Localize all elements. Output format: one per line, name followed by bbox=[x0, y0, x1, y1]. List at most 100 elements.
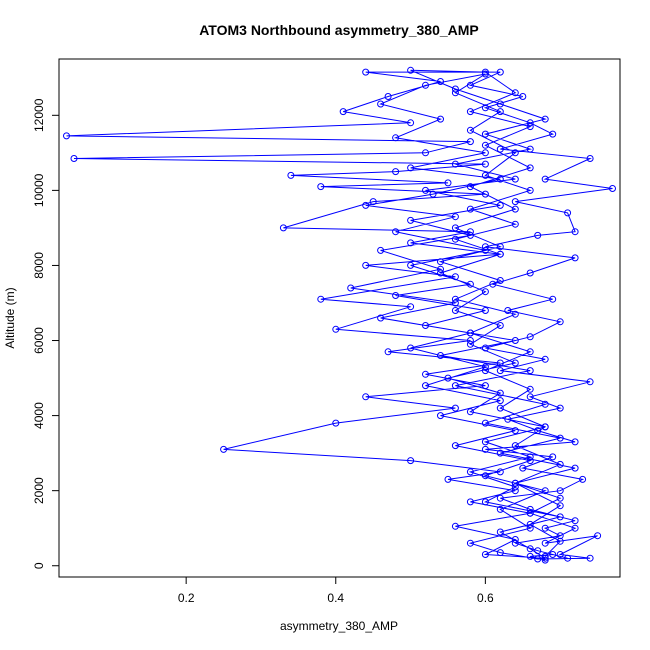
data-point bbox=[511, 310, 519, 318]
data-point bbox=[407, 261, 415, 269]
data-point bbox=[466, 108, 474, 116]
data-point bbox=[407, 66, 415, 74]
data-point bbox=[466, 231, 474, 239]
data-point bbox=[496, 201, 504, 209]
data-point bbox=[496, 389, 504, 397]
data-point bbox=[481, 498, 489, 506]
data-point bbox=[526, 123, 534, 131]
data-point bbox=[541, 552, 549, 560]
data-point bbox=[466, 126, 474, 134]
data-point bbox=[571, 517, 579, 525]
data-point bbox=[496, 108, 504, 116]
data-point bbox=[511, 539, 519, 547]
data-point bbox=[377, 246, 385, 254]
data-point bbox=[451, 442, 459, 450]
data-point bbox=[534, 427, 542, 435]
data-point bbox=[496, 397, 504, 405]
data-point bbox=[556, 551, 564, 558]
data-point bbox=[564, 209, 572, 217]
data-point bbox=[496, 250, 504, 258]
data-point bbox=[489, 280, 497, 288]
data-point bbox=[556, 537, 564, 545]
data-point bbox=[481, 551, 489, 558]
data-point bbox=[437, 258, 444, 266]
data-point bbox=[466, 183, 474, 191]
data-point bbox=[549, 295, 557, 303]
data-point bbox=[392, 292, 400, 299]
data-point bbox=[466, 498, 474, 506]
data-point bbox=[377, 314, 385, 322]
data-point bbox=[481, 307, 489, 314]
chart-title: ATOM3 Northbound asymmetry_380_AMP bbox=[199, 22, 479, 38]
data-point bbox=[422, 370, 429, 378]
data-point bbox=[571, 254, 579, 262]
data-point bbox=[511, 442, 519, 450]
data-point bbox=[437, 78, 444, 85]
data-point bbox=[496, 322, 504, 329]
data-point bbox=[481, 160, 489, 168]
data-point bbox=[496, 449, 504, 457]
data-point bbox=[451, 307, 459, 314]
data-point bbox=[287, 171, 295, 179]
data-point bbox=[556, 318, 564, 326]
data-point bbox=[504, 307, 512, 314]
data-point bbox=[526, 457, 534, 465]
data-point bbox=[362, 201, 370, 209]
data-point bbox=[564, 554, 572, 562]
data-point bbox=[511, 337, 519, 344]
data-point bbox=[437, 412, 444, 420]
data-point bbox=[466, 228, 474, 236]
data-point bbox=[526, 269, 534, 277]
data-point bbox=[407, 344, 415, 352]
data-point bbox=[541, 400, 549, 408]
data-point bbox=[481, 288, 489, 296]
data-point bbox=[362, 393, 370, 401]
data-point bbox=[466, 408, 474, 416]
data-point bbox=[481, 70, 489, 78]
data-point bbox=[526, 520, 534, 528]
data-point bbox=[496, 243, 504, 251]
data-point bbox=[556, 502, 564, 510]
data-point bbox=[496, 505, 504, 513]
data-point bbox=[549, 453, 557, 461]
data-point bbox=[496, 468, 504, 476]
data-point bbox=[392, 134, 400, 142]
data-point bbox=[541, 175, 549, 183]
data-point bbox=[556, 513, 564, 521]
data-point bbox=[362, 261, 370, 269]
data-point bbox=[481, 141, 489, 149]
data-point bbox=[481, 68, 489, 76]
data-point bbox=[526, 348, 534, 356]
data-point bbox=[496, 68, 504, 76]
data-point bbox=[422, 81, 429, 89]
data-point bbox=[407, 119, 415, 127]
data-point bbox=[556, 404, 564, 412]
data-point bbox=[481, 171, 489, 179]
data-point bbox=[407, 164, 415, 172]
data-point bbox=[579, 475, 587, 483]
data-point bbox=[586, 554, 594, 562]
data-point bbox=[481, 367, 489, 375]
data-point bbox=[511, 359, 519, 367]
data-point bbox=[451, 89, 459, 97]
data-point bbox=[534, 547, 542, 555]
x-tick-label: 0.6 bbox=[477, 591, 494, 605]
data-point bbox=[481, 130, 489, 138]
data-point bbox=[511, 536, 519, 543]
data-point bbox=[571, 438, 579, 446]
data-point bbox=[496, 100, 504, 108]
data-point bbox=[466, 539, 474, 547]
data-point bbox=[511, 483, 519, 491]
data-point bbox=[526, 367, 534, 375]
data-point bbox=[466, 337, 474, 344]
data-point bbox=[451, 235, 459, 243]
data-point bbox=[422, 382, 429, 390]
data-point bbox=[481, 445, 489, 453]
y-tick-label: 8000 bbox=[32, 252, 46, 279]
data-point bbox=[526, 333, 534, 341]
data-point bbox=[541, 423, 549, 431]
data-point bbox=[422, 186, 429, 194]
data-point bbox=[481, 246, 489, 254]
data-point bbox=[556, 487, 564, 495]
